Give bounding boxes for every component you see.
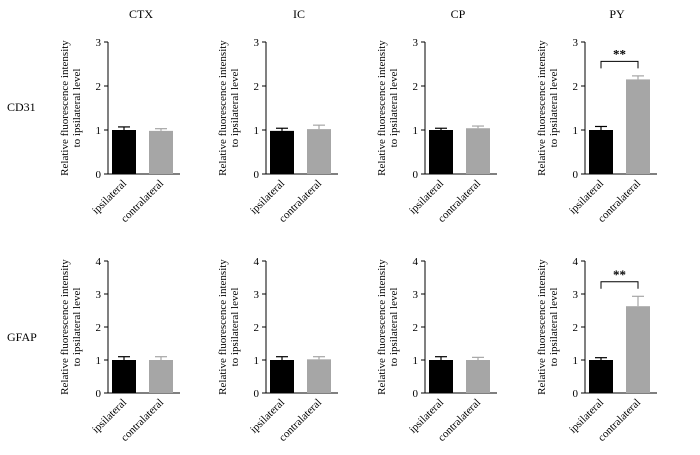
chart-cd31-ic-bar-ipsilateral: [270, 130, 294, 174]
chart-cd31-cp-ytick-label-2: 2: [413, 81, 419, 93]
chart-gfap-cp-ytick-label-4: 4: [413, 256, 419, 268]
chart-gfap-ic-ytick-label-3: 3: [254, 289, 260, 301]
chart-cd31-ctx-ytick-label-1: 1: [96, 125, 102, 137]
chart-cd31-ctx-panel: 0 1 2 3 Relative fluorescence intensity to ip…: [59, 37, 180, 225]
chart-gfap-ctx-ytick-label-3: 3: [96, 289, 102, 301]
chart-gfap-ctx-ytick-label-0: 0: [96, 388, 102, 400]
chart-cd31-ic-ytick-label-0: 0: [254, 169, 260, 181]
column-title-ctx: CTX: [129, 7, 153, 21]
chart-cd31-ic-ytick-label-3: 3: [254, 37, 260, 49]
chart-gfap-ic-panel: 0 1 2 3 4 Relative fluorescence intensity to i…: [217, 256, 338, 444]
chart-cd31-py-ylabel-line-1: Relative fluorescence intensity: [536, 40, 548, 176]
chart-gfap-ctx-ylabel-line-2: to ipsilateral level: [71, 288, 83, 367]
chart-cd31-cp-ytick-label-1: 1: [413, 125, 419, 137]
chart-gfap-py-ytick-label-2: 2: [573, 322, 579, 334]
chart-gfap-py-ylabel-line-1: Relative fluorescence intensity: [536, 259, 548, 395]
chart-cd31-ctx-ylabel-line-1: Relative fluorescence intensity: [59, 40, 71, 176]
chart-gfap-ctx-bar-contralateral: [149, 360, 173, 393]
chart-gfap-cp-ytick-label-1: 1: [413, 355, 419, 367]
chart-gfap-py-significance-label: **: [613, 267, 626, 282]
chart-gfap-py-ytick-label-3: 3: [573, 289, 579, 301]
chart-cd31-ctx-bar-contralateral: [149, 130, 173, 174]
chart-cd31-py-significance-label: **: [613, 46, 626, 61]
chart-cd31-py-ytick-label-2: 2: [573, 81, 579, 93]
chart-gfap-ic-ylabel-line-2: to ipsilateral level: [229, 288, 241, 367]
chart-gfap-py-panel: 0 1 2 3 4 Relative fluorescence intensity to i…: [536, 256, 657, 444]
chart-gfap-cp-ytick-label-3: 3: [413, 289, 419, 301]
chart-gfap-ic-ytick-label-2: 2: [254, 322, 260, 334]
chart-cd31-py-ylabel-line-2: to ipsilateral level: [548, 69, 560, 148]
chart-cd31-py-ytick-label-3: 3: [573, 37, 579, 49]
chart-cd31-ic-bar-contralateral: [307, 129, 331, 174]
chart-gfap-ic-ytick-label-4: 4: [254, 256, 260, 268]
chart-cd31-cp-ylabel-line-2: to ipsilateral level: [388, 69, 400, 148]
chart-cd31-cp-ytick-label-0: 0: [413, 169, 419, 181]
chart-gfap-ctx-ytick-label-1: 1: [96, 355, 102, 367]
chart-cd31-cp-panel: 0 1 2 3 Relative fluorescence intensity to ip…: [376, 37, 497, 225]
chart-gfap-cp-ytick-label-2: 2: [413, 322, 419, 334]
chart-cd31-py-ytick-label-1: 1: [573, 125, 579, 137]
column-title-py: PY: [609, 7, 625, 21]
column-title-ic: IC: [293, 7, 305, 21]
chart-gfap-py-ytick-label-4: 4: [573, 256, 579, 268]
chart-gfap-ic-ytick-label-0: 0: [254, 388, 260, 400]
chart-gfap-cp-bar-ipsilateral: [429, 360, 453, 393]
chart-gfap-ic-bar-contralateral: [307, 359, 331, 393]
chart-cd31-ic-ytick-label-2: 2: [254, 81, 260, 93]
chart-cd31-ic-panel: 0 1 2 3 Relative fluorescence intensity to ip…: [217, 37, 338, 225]
chart-cd31-ic-ylabel-line-1: Relative fluorescence intensity: [217, 40, 229, 176]
column-title-cp: CP: [451, 7, 466, 21]
chart-gfap-py-bar-ipsilateral: [589, 360, 613, 393]
chart-gfap-py-bar-contralateral: [626, 306, 650, 393]
chart-cd31-ic-ytick-label-1: 1: [254, 125, 260, 137]
chart-cd31-cp-bar-ipsilateral: [429, 130, 453, 174]
chart-gfap-ctx-ytick-label-4: 4: [96, 256, 102, 268]
chart-gfap-cp-ylabel-line-2: to ipsilateral level: [388, 288, 400, 367]
chart-gfap-cp-bar-contralateral: [466, 360, 490, 393]
chart-gfap-ic-ytick-label-1: 1: [254, 355, 260, 367]
chart-gfap-cp-ylabel-line-1: Relative fluorescence intensity: [376, 259, 388, 395]
row-label-cd31: CD31: [7, 100, 36, 114]
chart-cd31-cp-bar-contralateral: [466, 128, 490, 174]
chart-gfap-ic-ylabel-line-1: Relative fluorescence intensity: [217, 259, 229, 395]
chart-gfap-ctx-ytick-label-2: 2: [96, 322, 102, 334]
chart-cd31-py-panel: 0 1 2 3 Relative fluorescence intensity to ip…: [536, 37, 657, 225]
chart-gfap-py-ytick-label-1: 1: [573, 355, 579, 367]
chart-gfap-ic-bar-ipsilateral: [270, 360, 294, 393]
chart-cd31-cp-ylabel-line-1: Relative fluorescence intensity: [376, 40, 388, 176]
chart-cd31-py-bar-ipsilateral: [589, 130, 613, 174]
chart-cd31-ctx-ylabel-line-2: to ipsilateral level: [71, 69, 83, 148]
chart-gfap-py-ytick-label-0: 0: [573, 388, 579, 400]
chart-cd31-ctx-bar-ipsilateral: [112, 130, 136, 174]
chart-gfap-ctx-panel: 0 1 2 3 4 Relative fluorescence intensity to i…: [59, 256, 180, 444]
chart-gfap-ctx-ylabel-line-1: Relative fluorescence intensity: [59, 259, 71, 395]
chart-cd31-ic-ylabel-line-2: to ipsilateral level: [229, 69, 241, 148]
chart-cd31-cp-ytick-label-3: 3: [413, 37, 419, 49]
chart-gfap-ctx-bar-ipsilateral: [112, 360, 136, 393]
chart-cd31-py-significance-bracket: [600, 60, 639, 69]
chart-gfap-py-significance-bracket: [600, 281, 639, 289]
chart-cd31-py-bar-contralateral: [626, 79, 650, 174]
chart-cd31-py-ytick-label-0: 0: [573, 169, 579, 181]
chart-gfap-cp-panel: 0 1 2 3 4 Relative fluorescence intensity to i…: [376, 256, 497, 444]
row-label-gfap: GFAP: [7, 330, 37, 344]
chart-cd31-ctx-ytick-label-2: 2: [96, 81, 102, 93]
chart-gfap-cp-ytick-label-0: 0: [413, 388, 419, 400]
chart-gfap-py-ylabel-line-2: to ipsilateral level: [548, 288, 560, 367]
chart-cd31-ctx-ytick-label-0: 0: [96, 169, 102, 181]
chart-cd31-ctx-ytick-label-3: 3: [96, 37, 102, 49]
